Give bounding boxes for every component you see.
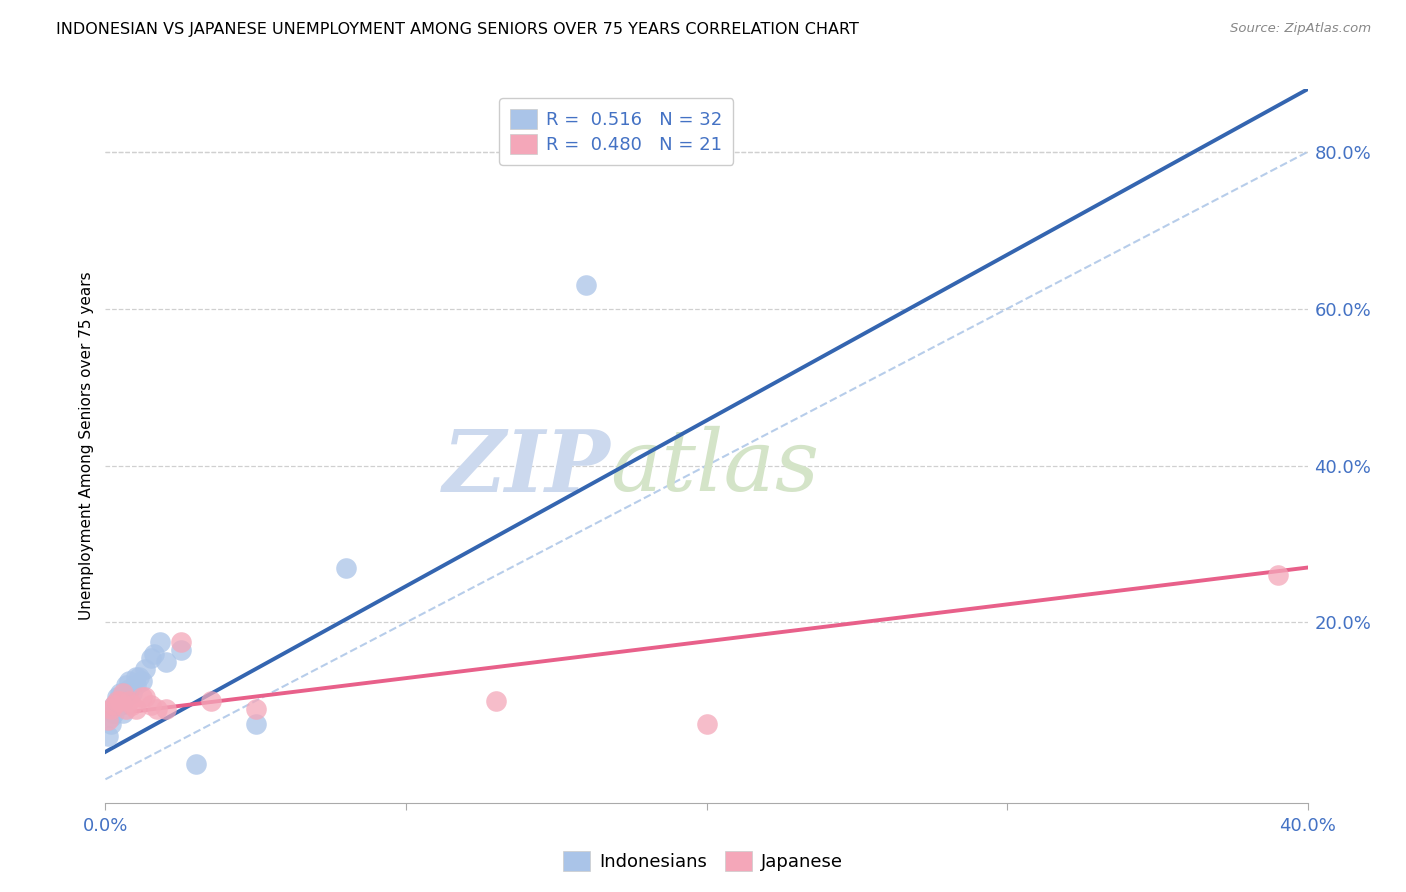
Point <box>128 670 150 684</box>
Text: ZIP: ZIP <box>443 425 610 509</box>
Point <box>139 650 162 665</box>
Point <box>100 702 122 716</box>
Point <box>575 278 598 293</box>
Point <box>103 698 125 712</box>
Point <box>148 635 170 649</box>
Point <box>139 698 162 712</box>
Point <box>169 643 191 657</box>
Point <box>110 694 132 708</box>
Point <box>110 690 132 704</box>
Point <box>115 686 138 700</box>
Point <box>124 670 146 684</box>
Text: Source: ZipAtlas.com: Source: ZipAtlas.com <box>1230 22 1371 36</box>
Point <box>97 714 120 728</box>
Point <box>110 686 132 700</box>
Point <box>103 706 125 720</box>
Legend: R =  0.516   N = 32, R =  0.480   N = 21: R = 0.516 N = 32, R = 0.480 N = 21 <box>499 98 733 165</box>
Point <box>335 560 357 574</box>
Legend: Indonesians, Japanese: Indonesians, Japanese <box>555 844 851 879</box>
Point <box>107 690 129 704</box>
Point <box>107 694 129 708</box>
Point <box>112 706 135 720</box>
Point <box>112 686 135 700</box>
Point <box>115 678 138 692</box>
Point <box>118 674 141 689</box>
Point <box>118 694 141 708</box>
Point <box>184 756 207 771</box>
Point <box>124 702 146 716</box>
Point <box>121 698 143 712</box>
Point <box>1267 568 1289 582</box>
Point <box>124 678 146 692</box>
Point <box>97 729 120 743</box>
Point <box>155 655 177 669</box>
Point <box>131 674 153 689</box>
Point <box>485 694 508 708</box>
Point <box>118 682 141 697</box>
Point <box>245 702 267 716</box>
Point <box>134 663 156 677</box>
Point <box>245 717 267 731</box>
Point <box>200 694 222 708</box>
Point <box>131 690 153 704</box>
Text: INDONESIAN VS JAPANESE UNEMPLOYMENT AMONG SENIORS OVER 75 YEARS CORRELATION CHAR: INDONESIAN VS JAPANESE UNEMPLOYMENT AMON… <box>56 22 859 37</box>
Y-axis label: Unemployment Among Seniors over 75 years: Unemployment Among Seniors over 75 years <box>79 272 94 620</box>
Point <box>134 690 156 704</box>
Point <box>155 702 177 716</box>
Point <box>115 702 138 716</box>
Point <box>103 702 125 716</box>
Point <box>145 702 167 716</box>
Point <box>169 635 191 649</box>
Point <box>121 686 143 700</box>
Point <box>100 717 122 731</box>
Point <box>100 709 122 723</box>
Point <box>112 694 135 708</box>
Point <box>107 694 129 708</box>
Point <box>142 647 165 661</box>
Text: atlas: atlas <box>610 426 820 508</box>
Point <box>103 698 125 712</box>
Point <box>110 698 132 712</box>
Point <box>696 717 718 731</box>
